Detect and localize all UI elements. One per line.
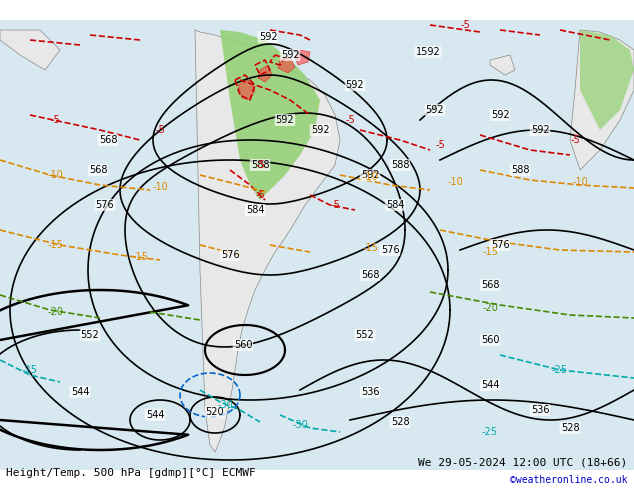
Text: -5: -5	[435, 140, 445, 150]
Text: 592: 592	[491, 110, 509, 120]
Polygon shape	[0, 30, 60, 70]
Text: -5: -5	[255, 160, 265, 170]
Text: 528: 528	[560, 423, 579, 433]
Text: 528: 528	[391, 417, 410, 427]
Text: 536: 536	[361, 387, 379, 397]
Text: -5: -5	[345, 115, 355, 125]
Text: 584: 584	[385, 200, 404, 210]
Text: -10: -10	[152, 182, 168, 192]
Text: -10: -10	[47, 170, 63, 180]
Text: -5: -5	[570, 135, 580, 145]
Text: 592: 592	[259, 32, 277, 42]
Text: -15: -15	[362, 243, 378, 253]
Text: -10: -10	[447, 177, 463, 187]
Text: -20: -20	[482, 303, 498, 313]
Text: -15: -15	[482, 247, 498, 257]
Text: -30: -30	[217, 400, 233, 410]
Polygon shape	[580, 30, 634, 130]
Text: -15: -15	[132, 252, 148, 262]
Text: 576: 576	[491, 240, 509, 250]
Text: -5: -5	[255, 190, 265, 200]
Text: 592: 592	[311, 125, 329, 135]
Text: ©weatheronline.co.uk: ©weatheronline.co.uk	[510, 475, 628, 485]
Text: 568: 568	[99, 135, 117, 145]
Polygon shape	[570, 30, 634, 170]
Text: -10: -10	[572, 177, 588, 187]
Text: 560: 560	[481, 335, 499, 345]
Text: 588: 588	[511, 165, 529, 175]
Text: -25: -25	[482, 427, 498, 437]
Text: 576: 576	[96, 200, 114, 210]
Text: 592: 592	[531, 125, 549, 135]
Text: 592: 592	[346, 80, 365, 90]
Polygon shape	[278, 57, 295, 73]
Text: 552: 552	[81, 330, 100, 340]
Text: -5: -5	[460, 20, 470, 30]
Text: -10: -10	[362, 172, 378, 182]
Text: 552: 552	[356, 330, 374, 340]
Text: 568: 568	[89, 165, 107, 175]
Polygon shape	[490, 55, 515, 75]
Text: 588: 588	[391, 160, 410, 170]
Text: -5: -5	[330, 200, 340, 210]
Text: 1592: 1592	[416, 47, 441, 57]
Text: 584: 584	[246, 205, 264, 215]
Text: 544: 544	[481, 380, 499, 390]
Text: 560: 560	[234, 340, 252, 350]
Text: -25: -25	[552, 365, 568, 375]
Text: -25: -25	[22, 365, 38, 375]
Text: 592: 592	[425, 105, 444, 115]
Text: -20: -20	[47, 307, 63, 317]
Text: 592: 592	[281, 50, 299, 60]
Text: 544: 544	[71, 387, 89, 397]
Polygon shape	[238, 80, 255, 100]
Polygon shape	[195, 30, 340, 452]
Text: 568: 568	[361, 270, 379, 280]
Text: 592: 592	[361, 170, 379, 180]
Text: We 29-05-2024 12:00 UTC (18+66): We 29-05-2024 12:00 UTC (18+66)	[418, 458, 628, 468]
Text: -5: -5	[50, 115, 60, 125]
Polygon shape	[258, 65, 272, 82]
Text: -15: -15	[47, 240, 63, 250]
Text: Height/Temp. 500 hPa [gdmp][°C] ECMWF: Height/Temp. 500 hPa [gdmp][°C] ECMWF	[6, 468, 256, 478]
Polygon shape	[295, 50, 310, 65]
Text: 592: 592	[276, 115, 294, 125]
Text: 576: 576	[380, 245, 399, 255]
Text: 520: 520	[205, 407, 224, 417]
Text: 576: 576	[221, 250, 239, 260]
Text: 588: 588	[251, 160, 269, 170]
Text: 568: 568	[481, 280, 499, 290]
Text: -30: -30	[292, 420, 308, 430]
Polygon shape	[220, 30, 320, 200]
Text: 536: 536	[531, 405, 549, 415]
Text: 544: 544	[146, 410, 164, 420]
Text: -5: -5	[155, 125, 165, 135]
